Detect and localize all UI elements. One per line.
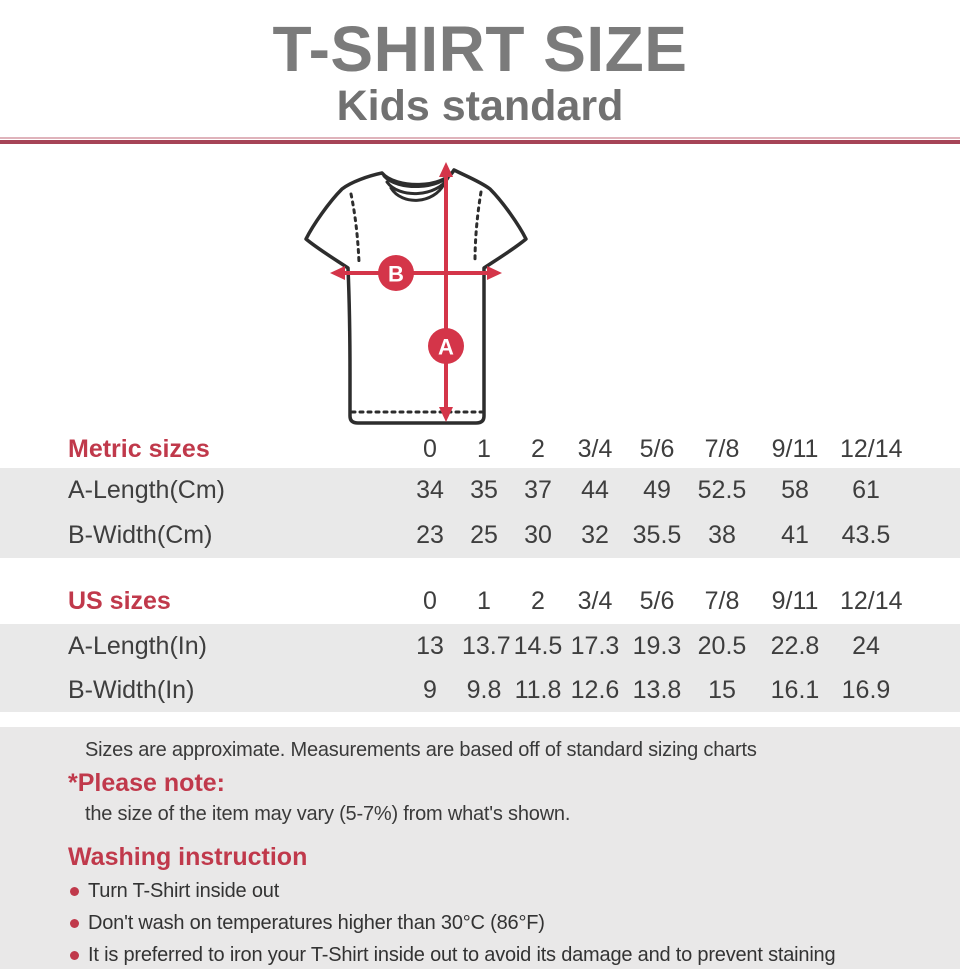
value-cell: 25 [470, 521, 498, 549]
size-column-header: 2 [531, 434, 545, 463]
size-column-header: 7/8 [704, 434, 740, 463]
size-column-header: 9/11 [771, 586, 819, 615]
washing-instruction-list: Turn T-Shirt inside out Don't wash on te… [70, 875, 836, 969]
size-column-header: 0 [423, 586, 437, 615]
value-cell: 16.1 [770, 675, 820, 704]
left-shoulder-seam-dashed [349, 192, 361, 264]
size-column-header: 2 [531, 586, 545, 615]
row-label: B-Width(Cm) [68, 521, 213, 549]
list-item: It is preferred to iron your T-Shirt ins… [70, 939, 836, 969]
bullet-dot-icon [70, 950, 79, 960]
value-cell: 23 [416, 521, 444, 549]
washing-instruction-title: Washing instruction [68, 843, 308, 871]
row-label: A-Length(Cm) [68, 476, 225, 504]
width-label-circle [378, 255, 414, 291]
value-cell: 20.5 [697, 631, 747, 660]
collar-rib-3 [389, 182, 446, 202]
size-column-header: 5/6 [639, 586, 675, 615]
size-column-header: 1 [477, 434, 491, 463]
value-cell: 30 [524, 521, 552, 549]
page-subtitle: Kids standard [336, 82, 624, 130]
row-label: A-Length(In) [68, 631, 207, 660]
metric-sizes-title: Metric sizes [68, 434, 210, 463]
header-divider [0, 137, 960, 144]
metric-sizes-header-row: Metric sizes 0 1 2 3/4 5/6 7/8 9/11 12/1… [0, 430, 960, 468]
right-shoulder-seam-dashed [473, 190, 483, 263]
value-cell: 17.3 [570, 631, 620, 660]
value-cell: 15 [708, 675, 736, 704]
size-column-header: 9/11 [771, 434, 819, 463]
please-note-body: the size of the item may vary (5-7%) fro… [85, 803, 571, 825]
washing-item-text: Turn T-Shirt inside out [88, 879, 280, 902]
size-column-header: 5/6 [639, 434, 675, 463]
bullet-dot-icon [70, 918, 79, 928]
list-item: Turn T-Shirt inside out [70, 875, 835, 907]
value-cell: 32 [581, 521, 609, 549]
size-column-header: 7/8 [704, 586, 740, 615]
size-column-header: 1 [477, 586, 491, 615]
value-cell: 13.7 [462, 631, 511, 660]
value-cell: 35 [470, 476, 498, 504]
washing-item-text: It is preferred to iron your T-Shirt ins… [88, 943, 836, 966]
size-column-header: 0 [423, 434, 437, 463]
table-row-length-cm: A-Length(Cm) 34 35 37 44 49 52.5 58 61 [0, 468, 960, 513]
size-column-header: 12/14 [840, 586, 903, 615]
tshirt-measurement-diagram: B A [298, 156, 534, 440]
size-column-header: 3/4 [577, 434, 613, 463]
divider-highlight-line [0, 137, 960, 139]
tshirt-icon: B A [304, 162, 528, 425]
us-sizes-header-row: US sizes 0 1 2 3/4 5/6 7/8 9/11 12/14 [0, 578, 960, 624]
value-cell: 38 [708, 521, 736, 549]
length-label: A [438, 335, 454, 360]
value-cell: 9.8 [466, 675, 502, 704]
approximate-note: Sizes are approximate. Measurements are … [85, 739, 757, 761]
washing-item-text: Don't wash on temperatures higher than 3… [88, 911, 545, 934]
tshirt-outline [304, 168, 528, 425]
size-column-header: 12/14 [840, 434, 903, 463]
table-row-width-cm: B-Width(Cm) 23 25 30 32 35.5 38 41 43.5 [0, 513, 960, 558]
width-arrowhead-left [330, 266, 345, 280]
width-label: B [388, 262, 404, 287]
value-cell: 13.8 [632, 675, 682, 704]
value-cell: 43.5 [841, 521, 891, 549]
please-note-title: *Please note: [68, 769, 226, 797]
value-cell: 16.9 [841, 675, 891, 704]
value-cell: 35.5 [632, 521, 682, 549]
size-column-header: 3/4 [577, 586, 613, 615]
divider-main-line [0, 140, 960, 144]
value-cell: 58 [781, 476, 809, 504]
size-table: Metric sizes 0 1 2 3/4 5/6 7/8 9/11 12/1… [0, 430, 960, 712]
value-cell: 14.5 [513, 631, 563, 660]
bullet-dot-icon [70, 886, 79, 896]
value-cell: 12.6 [570, 675, 620, 704]
width-arrowhead-right [487, 266, 502, 280]
value-cell: 19.3 [632, 631, 682, 660]
value-cell: 49 [643, 476, 671, 504]
length-arrowhead-top [439, 162, 453, 177]
value-cell: 41 [781, 521, 809, 549]
value-cell: 24 [852, 631, 880, 660]
length-arrowhead-bottom [439, 407, 453, 422]
value-cell: 52.5 [697, 476, 747, 504]
page-title: T-SHIRT SIZE [272, 13, 688, 85]
us-sizes-title: US sizes [68, 586, 171, 615]
length-label-circle [428, 328, 464, 364]
value-cell: 34 [416, 476, 444, 504]
value-cell: 22.8 [770, 631, 820, 660]
value-cell: 13 [416, 631, 444, 660]
table-row-length-in: A-Length(In) 13 13.7 14.5 17.3 19.3 20.5… [0, 624, 960, 668]
value-cell: 44 [581, 476, 609, 504]
section-spacer [0, 558, 960, 578]
value-cell: 9 [423, 675, 437, 704]
list-item: Don't wash on temperatures higher than 3… [70, 907, 835, 939]
row-label: B-Width(In) [68, 675, 195, 704]
value-cell: 61 [852, 476, 880, 504]
value-cell: 11.8 [514, 675, 562, 704]
notes-section: Sizes are approximate. Measurements are … [0, 727, 960, 969]
value-cell: 37 [524, 476, 552, 504]
table-row-width-in: B-Width(In) 9 9.8 11.8 12.6 13.8 15 16.1… [0, 668, 960, 712]
